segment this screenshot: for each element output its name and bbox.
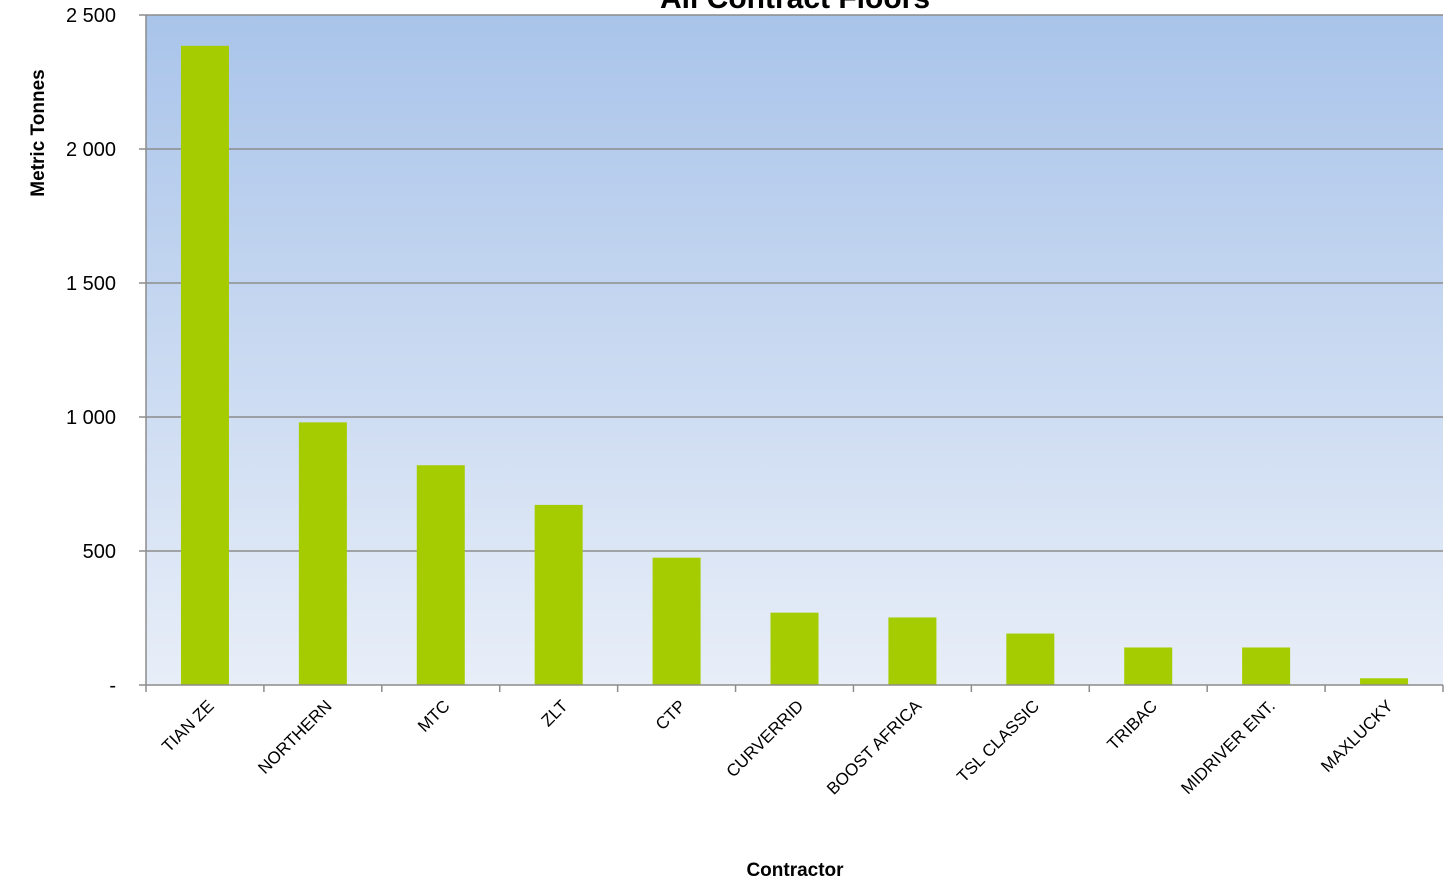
x-tick-label: BOOST AFRICA	[823, 696, 926, 799]
bar	[534, 504, 583, 685]
bar	[1124, 647, 1173, 685]
bar	[1360, 678, 1409, 685]
x-tick-labels: TIAN ZE NORTHERN MTC ZLT CTP CURVERRID BOOST A…	[158, 696, 1397, 799]
bar	[770, 612, 819, 685]
y-tick-label: 500	[83, 541, 116, 563]
bar	[652, 557, 701, 685]
x-tick-label: MIDRIVER ENT.	[1177, 696, 1279, 798]
bar	[416, 465, 465, 685]
x-tick-label: CURVERRID	[723, 696, 808, 781]
y-tick-label: 2 500	[66, 5, 116, 27]
x-tick-label: ZLT	[538, 696, 572, 730]
bar	[888, 617, 937, 685]
y-tick-label: -	[109, 675, 116, 697]
bar	[180, 45, 229, 685]
x-tick-label: NORTHERN	[254, 696, 335, 777]
x-tick-label: TSL CLASSIC	[953, 696, 1043, 786]
y-axis-title: Metric Tonnes	[28, 69, 49, 196]
y-tick-label: 1 500	[66, 273, 116, 295]
bar	[1242, 647, 1291, 685]
x-tick-label: MAXLUCKY	[1317, 696, 1397, 776]
y-tick-labels: - 500 1 000 1 500 2 000 2 500	[66, 5, 116, 697]
gridlines	[146, 14, 1443, 552]
x-tick-label: MTC	[414, 696, 453, 735]
plot-area	[146, 15, 1443, 685]
x-tick-label: TRIBAC	[1104, 696, 1162, 754]
bar	[1006, 633, 1055, 685]
x-tick-label: CTP	[652, 696, 689, 733]
y-tick-label: 2 000	[66, 139, 116, 161]
x-axis-title: Contractor	[746, 860, 844, 881]
chart-title: All Contract Floors	[660, 0, 930, 15]
y-tick-label: 1 000	[66, 407, 116, 429]
bar	[298, 422, 347, 685]
bars	[180, 45, 1409, 685]
x-tick-label: TIAN ZE	[158, 696, 218, 756]
axes	[139, 14, 1444, 692]
